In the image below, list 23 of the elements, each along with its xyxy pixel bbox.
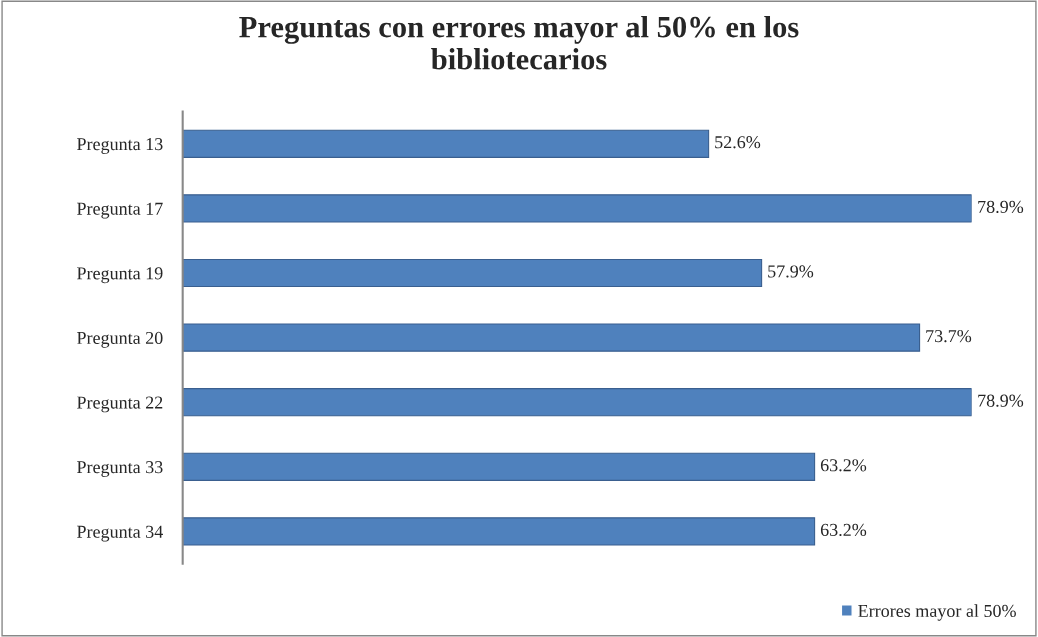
bar [182, 194, 972, 223]
y-tick-label: Pregunta 19 [77, 267, 163, 284]
data-label: 52.6% [715, 136, 761, 149]
y-tick-label: Pregunta 13 [77, 138, 163, 154]
data-label: 78.9% [978, 200, 1024, 213]
data-label: 78.9% [978, 394, 1024, 407]
bar [182, 323, 921, 352]
y-tick-label: Pregunta 33 [77, 461, 163, 477]
y-tick-label: Pregunta 17 [77, 202, 163, 219]
y-tick-label: Pregunta 34 [77, 525, 163, 542]
data-label: 57.9% [768, 265, 814, 278]
bar [182, 517, 816, 546]
data-label: 63.2% [820, 523, 867, 537]
chart-title: Preguntas con errores mayor al 50% en los bibliotecarios [239, 15, 799, 70]
data-label: 63.2% [820, 459, 867, 472]
bar [182, 388, 972, 417]
bar [182, 258, 763, 288]
legend-label: Errores mayor al 50% [858, 604, 1016, 621]
data-label: 73.7% [926, 329, 972, 343]
y-tick-label: Pregunta 22 [77, 396, 163, 413]
bar [182, 452, 816, 481]
bar [182, 129, 710, 158]
y-tick-label: Pregunta 20 [77, 331, 163, 348]
